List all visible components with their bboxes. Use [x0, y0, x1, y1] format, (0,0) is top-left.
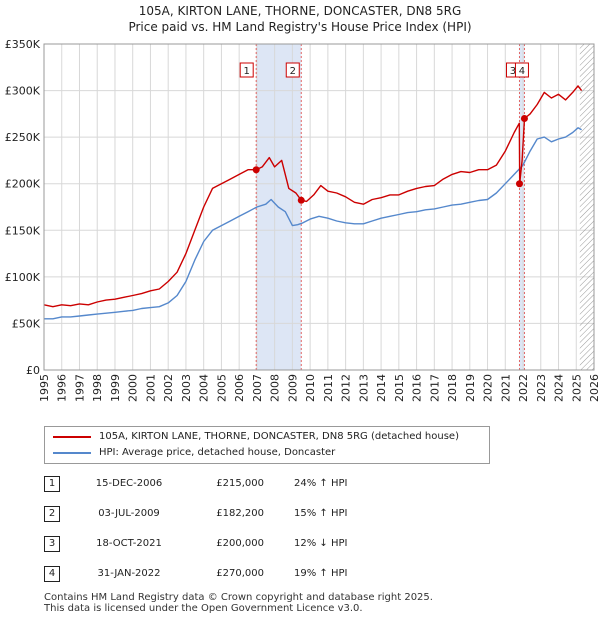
sale-label-box — [239, 62, 254, 78]
sale-price: £200,000 — [216, 538, 264, 549]
x-tick-label: 2009 — [286, 374, 299, 402]
shaded-period — [519, 44, 525, 370]
sale-label: 2 — [290, 66, 296, 77]
y-tick-label: £350K — [5, 38, 41, 51]
x-tick-label: 2012 — [340, 374, 353, 402]
sale-price: £215,000 — [216, 478, 264, 489]
sale-label: 3 — [510, 66, 516, 77]
legend-label-property: 105A, KIRTON LANE, THORNE, DONCASTER, DN… — [99, 431, 459, 442]
x-tick-label: 1999 — [109, 374, 122, 402]
legend-label-hpi: HPI: Average price, detached house, Donc… — [99, 447, 336, 458]
x-tick-label: 2024 — [553, 374, 566, 402]
forecast-hatch — [579, 44, 594, 370]
x-tick-label: 2014 — [375, 374, 388, 402]
sale-date: 31-JAN-2022 — [97, 568, 161, 579]
sale-number-badge: 4 — [44, 566, 60, 582]
sale-hpi-change: 19% ↑ HPI — [294, 568, 348, 579]
x-tick-label: 1998 — [91, 374, 104, 402]
footer-licence: This data is licensed under the Open Gov… — [44, 603, 363, 614]
legend-item-hpi: HPI: Average price, detached house, Donc… — [53, 447, 335, 458]
plot-frame — [43, 43, 595, 371]
x-tick-label: 2023 — [535, 374, 548, 402]
x-tick-label: 2007 — [251, 374, 264, 402]
chart-subtitle: Price paid vs. HM Land Registry's House … — [128, 20, 472, 34]
table-row: 3 18-OCT-2021 £200,000 12% ↓ HPI — [44, 536, 564, 552]
x-tick-label: 2022 — [517, 374, 530, 402]
y-tick-label: £200K — [5, 178, 41, 191]
x-tick-label: 2008 — [269, 374, 282, 402]
sale-date: 15-DEC-2006 — [95, 478, 163, 489]
x-tick-label: 2018 — [446, 374, 459, 402]
legend: 105A, KIRTON LANE, THORNE, DONCASTER, DN… — [44, 426, 490, 464]
property-series-line — [43, 85, 583, 308]
sale-number-badge: 3 — [44, 536, 60, 552]
footer: Contains HM Land Registry data © Crown c… — [44, 592, 433, 614]
x-tick-label: 2016 — [411, 374, 424, 402]
sale-number-badge: 2 — [44, 506, 60, 522]
sale-date: 18-OCT-2021 — [96, 538, 162, 549]
sale-label: 4 — [519, 66, 525, 77]
legend-item-property: 105A, KIRTON LANE, THORNE, DONCASTER, DN… — [53, 431, 459, 442]
sale-label: 1 — [244, 66, 250, 77]
sale-label-box — [285, 62, 300, 78]
x-tick-label: 2026 — [588, 374, 600, 402]
sale-label-box — [514, 62, 529, 78]
sale-hpi-change: 12% ↓ HPI — [294, 538, 348, 549]
x-tick-label: 2017 — [428, 374, 441, 402]
table-row: 1 15-DEC-2006 £215,000 24% ↑ HPI — [44, 476, 564, 492]
x-tick-label: 2010 — [304, 374, 317, 402]
x-tick-label: 2013 — [357, 374, 370, 402]
y-tick-label: £300K — [5, 85, 41, 98]
x-tick-label: 2002 — [162, 374, 175, 402]
x-tick-label: 1996 — [56, 374, 69, 402]
y-tick-label: £100K — [5, 271, 41, 284]
x-tick-label: 2025 — [570, 374, 583, 402]
x-tick-label: 2003 — [180, 374, 193, 402]
table-row: 4 31-JAN-2022 £270,000 19% ↑ HPI — [44, 566, 564, 582]
sale-price: £182,200 — [216, 508, 264, 519]
sale-hpi-change: 15% ↑ HPI — [294, 508, 348, 519]
y-tick-label: £250K — [5, 131, 41, 144]
x-tick-label: 2004 — [198, 374, 211, 402]
sale-point — [297, 196, 305, 204]
footer-copyright: Contains HM Land Registry data © Crown c… — [44, 592, 433, 603]
x-tick-label: 2019 — [464, 374, 477, 402]
x-tick-label: 2015 — [393, 374, 406, 402]
x-tick-label: 2021 — [499, 374, 512, 402]
sale-price: £270,000 — [216, 568, 264, 579]
y-tick-label: £50K — [12, 317, 41, 330]
sale-point — [252, 166, 260, 174]
y-tick-label: £0 — [26, 364, 40, 377]
legend-swatch-property — [53, 435, 91, 438]
legend-swatch-hpi — [53, 451, 91, 454]
x-tick-label: 2005 — [215, 374, 228, 402]
hpi-series-line — [44, 127, 582, 320]
table-row: 2 03-JUL-2009 £182,200 15% ↑ HPI — [44, 506, 564, 522]
x-tick-label: 1995 — [38, 374, 51, 402]
x-tick-label: 1997 — [73, 374, 86, 402]
x-tick-label: 2000 — [127, 374, 140, 402]
chart-title: 105A, KIRTON LANE, THORNE, DONCASTER, DN… — [138, 4, 462, 18]
sale-date: 03-JUL-2009 — [98, 508, 160, 519]
x-tick-label: 2001 — [144, 374, 157, 402]
sale-point — [520, 115, 528, 123]
sale-hpi-change: 24% ↑ HPI — [294, 478, 348, 489]
y-tick-label: £150K — [5, 224, 41, 237]
x-tick-label: 2011 — [322, 374, 335, 402]
x-tick-label: 2006 — [233, 374, 246, 402]
x-tick-label: 2020 — [482, 374, 495, 402]
sale-point — [515, 180, 523, 188]
sale-number-badge: 1 — [44, 476, 60, 492]
